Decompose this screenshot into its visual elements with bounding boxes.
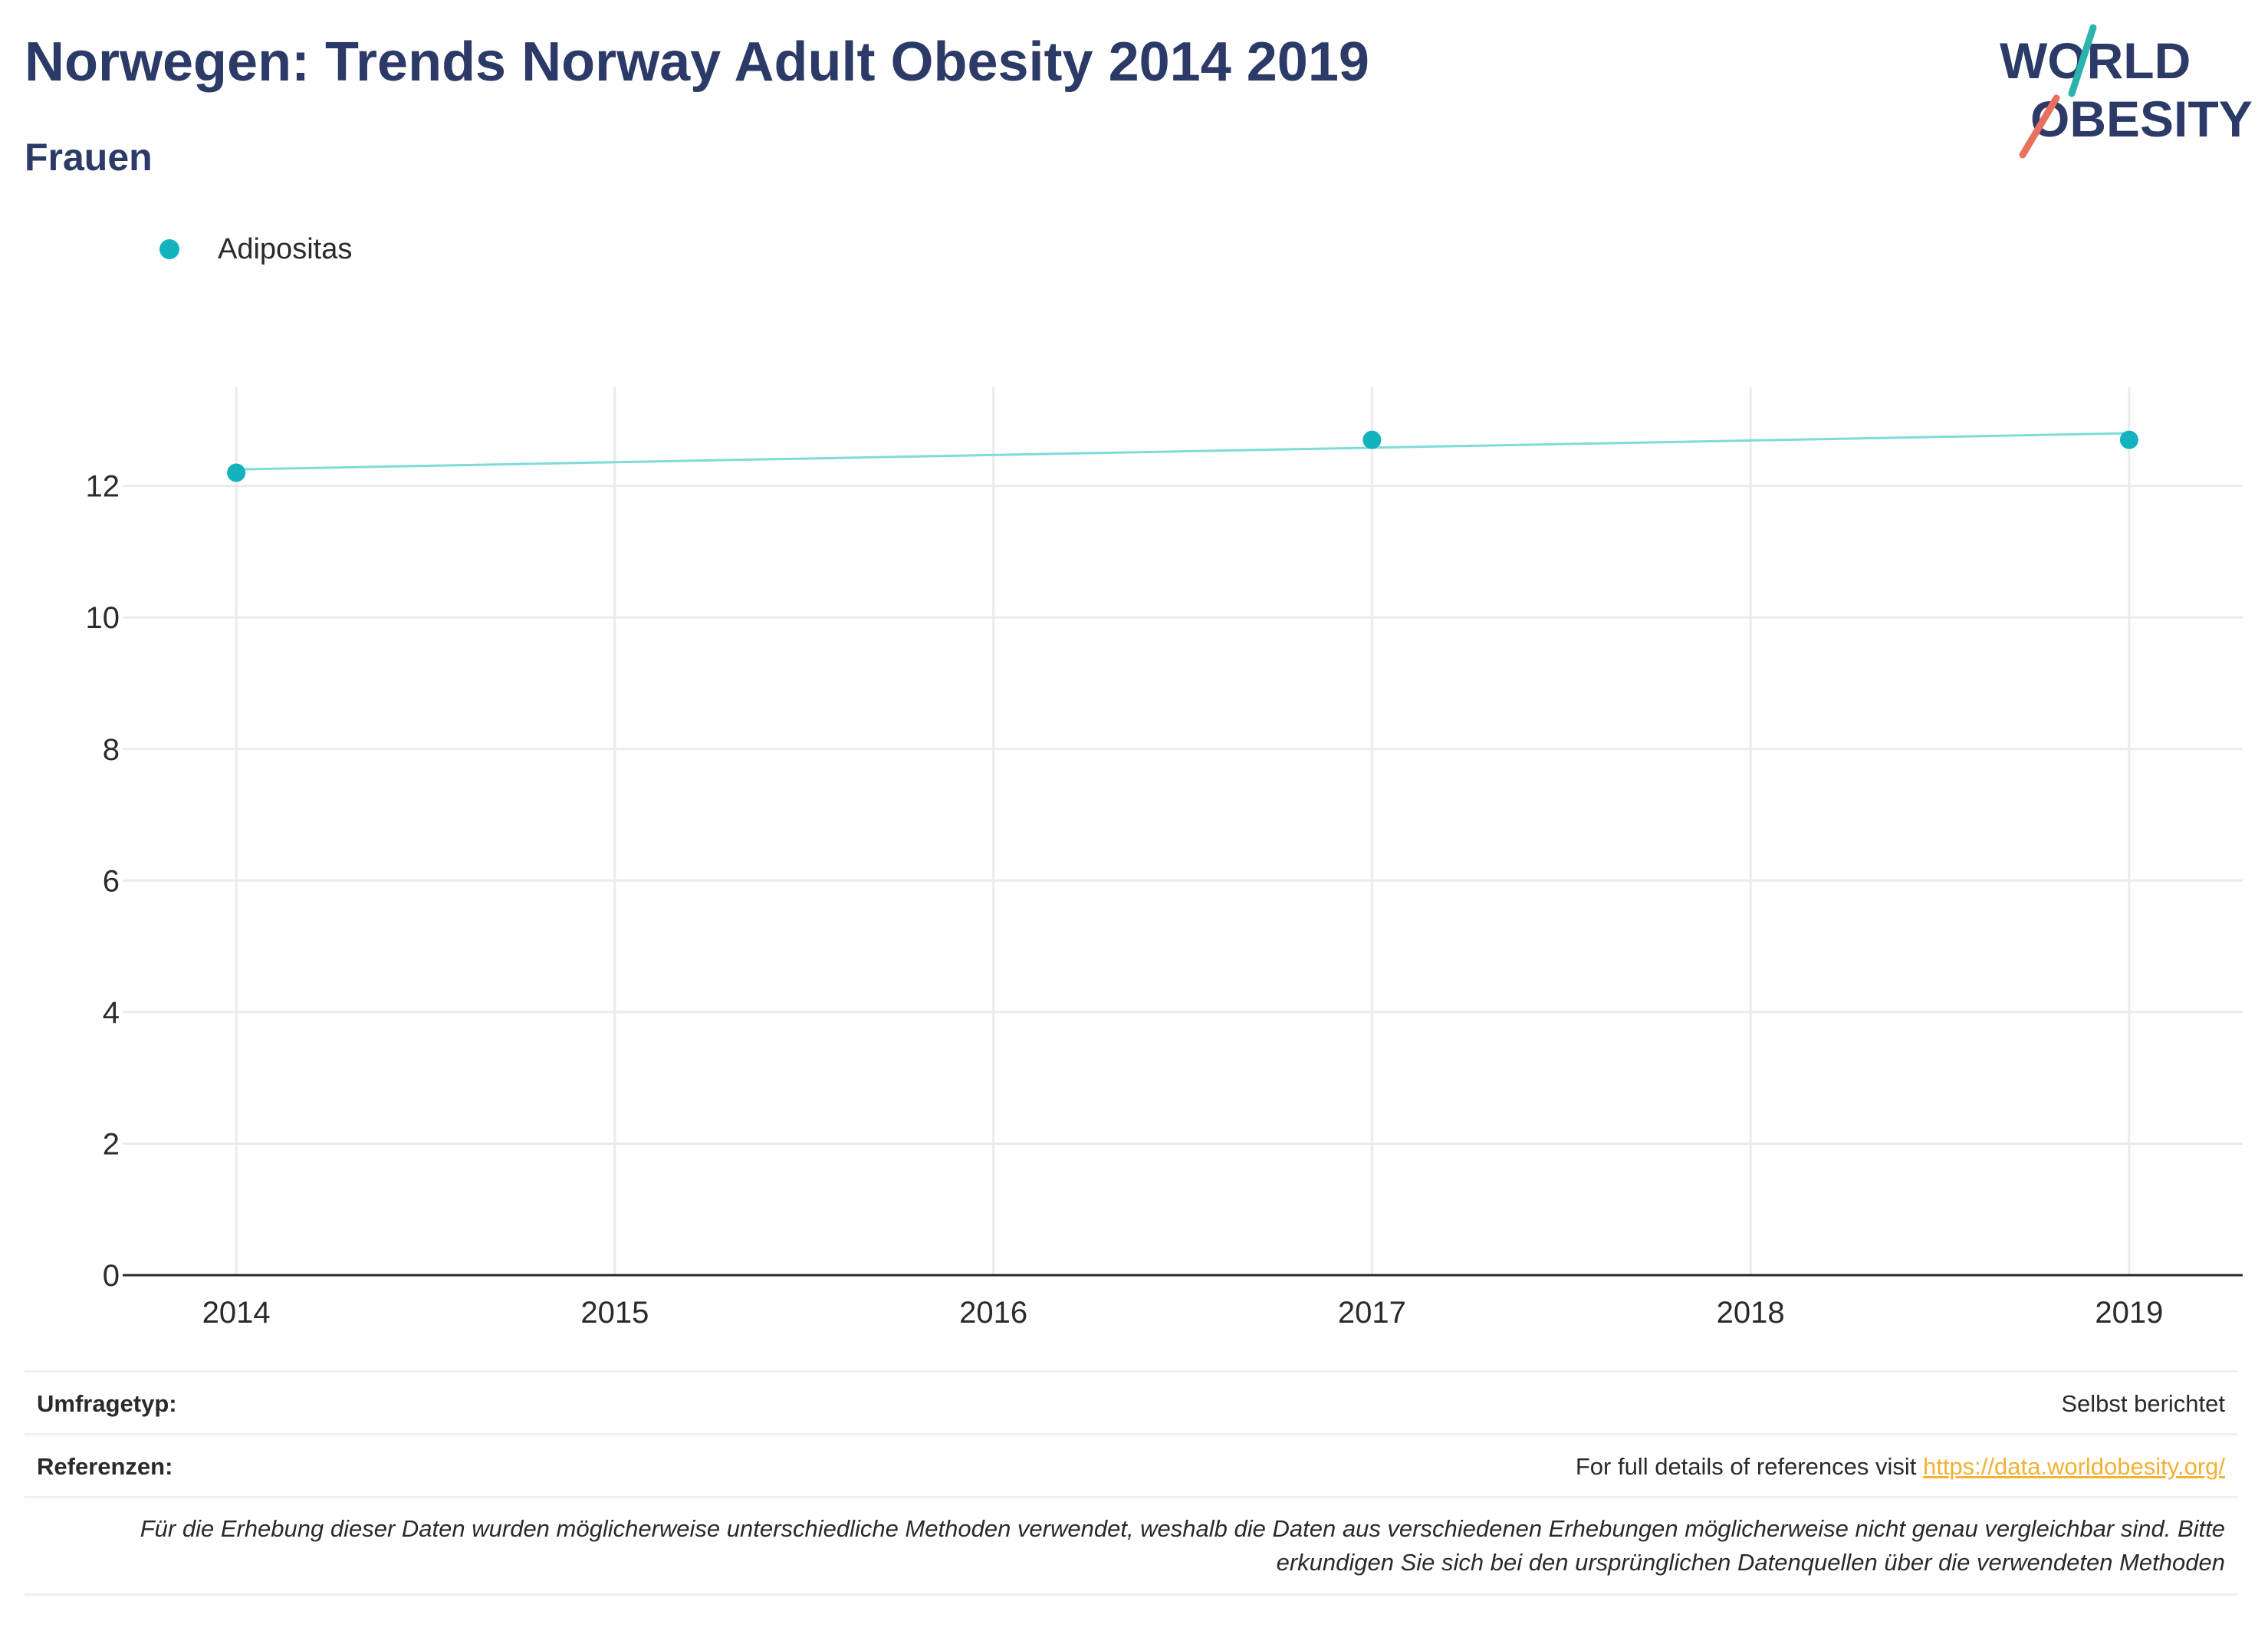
survey-type-value: Selbst berichtet [2061,1390,2225,1417]
survey-type-label: Umfragetyp: [37,1390,177,1417]
y-tick-label: 12 [86,470,120,504]
legend-label: Adipositas [218,232,353,265]
y-tick-label: 6 [103,864,120,898]
y-tick-label: 10 [86,601,120,635]
trend-line [236,432,2129,471]
logo-line1: WORLD [2000,32,2191,89]
references-value: For full details of references visit htt… [1576,1453,2237,1481]
y-tick-label: 0 [103,1259,120,1293]
chart-plot: 2014 2015 2016 2017 2018 2019 0 2 4 6 8 10 12 [86,387,2243,1330]
chart-subtitle: Frauen [25,136,153,179]
legend-marker [159,239,179,259]
methodology-note: Für die Erhebung dieser Daten wurden mög… [25,1496,2237,1596]
data-point [227,463,246,482]
references-label: Referenzen: [37,1453,173,1480]
legend: Adipositas [159,230,352,268]
survey-type-row: Umfragetyp: Selbst berichtet [25,1370,2237,1435]
chart-title: Norwegen: Trends Norway Adult Obesity 20… [25,31,1369,93]
y-tick-label: 2 [103,1127,120,1161]
x-tick-label: 2018 [1717,1296,1785,1330]
x-tick-label: 2015 [580,1296,649,1330]
x-tick-label: 2016 [959,1296,1027,1330]
x-tick-label: 2014 [202,1296,271,1330]
references-link[interactable]: https://data.worldobesity.org/ [1922,1453,2225,1480]
data-point [2119,430,2138,449]
logo-slash-teal [2068,24,2097,97]
y-tick-label: 4 [103,996,120,1030]
world-obesity-logo: WORLD OBESITY [2000,24,2253,159]
references-text: For full details of references visit [1575,1453,1923,1480]
references-row: Referenzen: For full details of referenc… [25,1433,2237,1498]
logo-line2: OBESITY [2030,90,2253,147]
data-point [1362,430,1382,449]
x-tick-label: 2017 [1338,1296,1406,1330]
logo-slash-coral [2019,94,2060,159]
y-tick-label: 8 [103,733,120,767]
x-tick-label: 2019 [2095,1296,2163,1330]
